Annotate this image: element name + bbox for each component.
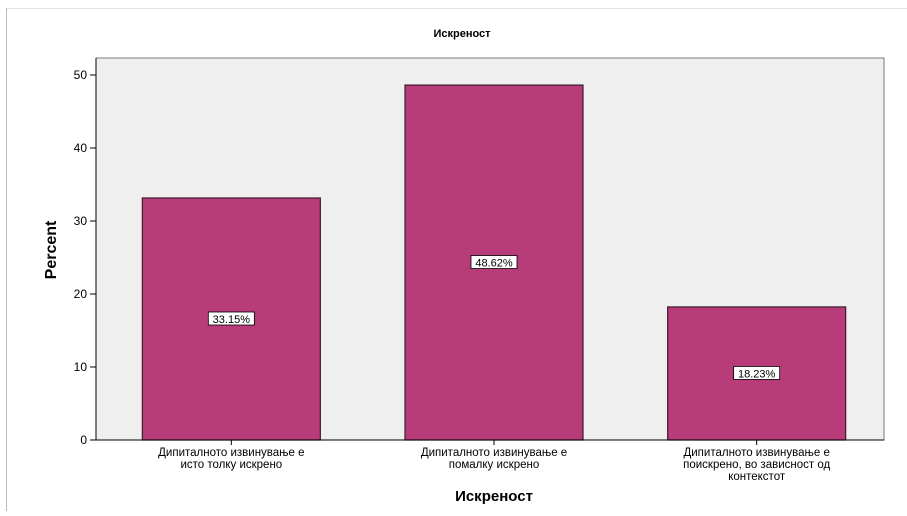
y-tick-label: 20 bbox=[74, 287, 88, 301]
data-label-box bbox=[733, 366, 781, 380]
data-label: 18.23% bbox=[738, 368, 776, 380]
x-tick-label: Дипиталното извинување е исто толку искре… bbox=[158, 447, 304, 471]
data-label-box bbox=[470, 255, 518, 269]
chart-title: Искреност bbox=[433, 28, 491, 40]
x-tick-label-line: контекстот bbox=[728, 471, 786, 483]
y-tick-label: 50 bbox=[74, 68, 88, 82]
x-tick-label-line: помалку искрено bbox=[449, 459, 539, 471]
x-axis-label: Искреност bbox=[455, 488, 533, 505]
x-tick-label: Дипиталното извинување е поискрено, во за… bbox=[683, 447, 830, 483]
x-axis: Дипиталното извинување е исто толку искре… bbox=[96, 439, 884, 483]
x-tick-label-line: поискрено, во зависност од bbox=[683, 459, 830, 471]
y-tick-label: 40 bbox=[74, 141, 88, 155]
y-tick-label: 30 bbox=[74, 214, 88, 228]
y-tick-label: 0 bbox=[80, 433, 87, 447]
y-tick-label: 10 bbox=[74, 360, 88, 374]
x-tick-label-line: Дипиталното извинување е bbox=[158, 447, 304, 459]
data-label: 48.62% bbox=[475, 258, 513, 270]
x-tick-label: Дипиталното извинување е помалку искрено bbox=[421, 447, 567, 471]
y-axis-label: Percent bbox=[43, 220, 60, 279]
x-tick-label-line: исто толку искрено bbox=[180, 459, 282, 471]
bars-group: 33.15% 48.62% 18.23% bbox=[141, 84, 847, 441]
frame-top-border bbox=[6, 8, 907, 9]
frame-left-border bbox=[6, 8, 7, 511]
y-axis: 0 10 20 30 40 50 bbox=[74, 58, 97, 447]
data-label-box bbox=[207, 311, 255, 326]
x-tick-label-line: Дипиталното извинување е bbox=[683, 447, 829, 459]
data-label: 33.15% bbox=[213, 314, 251, 326]
x-tick-label-line: Дипиталното извинување е bbox=[421, 447, 567, 459]
